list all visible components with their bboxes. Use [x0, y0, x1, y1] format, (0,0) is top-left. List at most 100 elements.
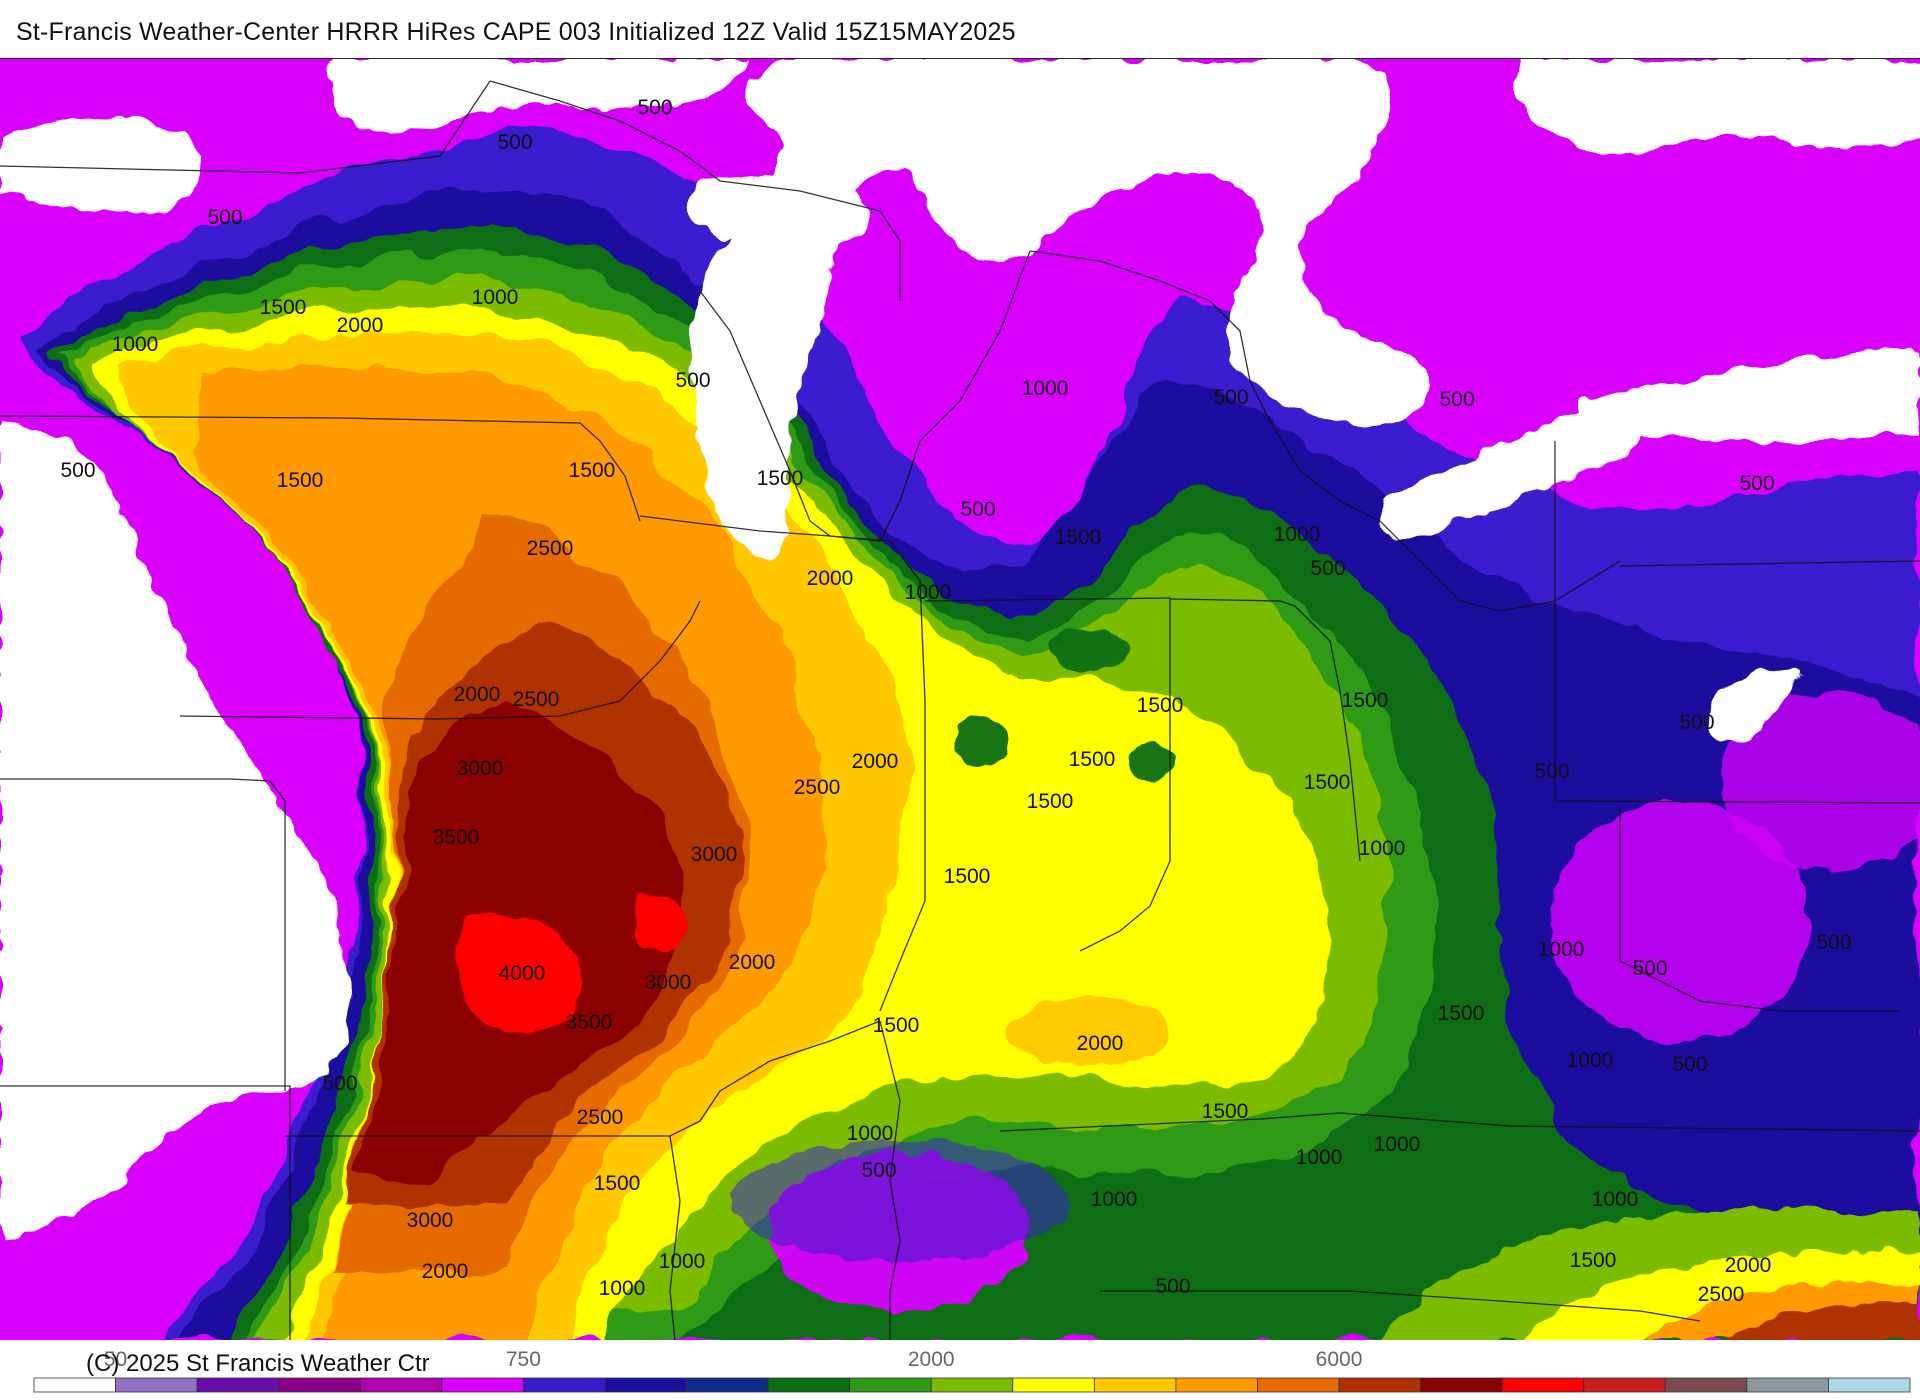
contour-label: 1000 [1091, 1188, 1138, 1211]
contour-label: 500 [1739, 472, 1774, 495]
legend-swatch [686, 1377, 769, 1393]
contour-label: 2000 [852, 750, 899, 773]
contour-label: 500 [1155, 1275, 1190, 1298]
title-bar: St-Francis Weather-Center HRRR HiRes CAP… [0, 0, 1920, 58]
legend-colorbar: 50 750 2000 6000 [33, 1348, 1911, 1393]
legend-swatch [1338, 1377, 1422, 1393]
contour-label: 2000 [337, 314, 384, 337]
contour-label: 500 [60, 459, 95, 482]
contour-label: 500 [1213, 386, 1248, 409]
contour-label: 2500 [527, 537, 574, 560]
contour-labels: 500 500 500 1500 2000 1000 1000 500 500 1500 1500 1… [60, 96, 1851, 1306]
zero-cape-west2 [0, 59, 201, 216]
legend-swatch [1583, 1377, 1666, 1393]
contour-label: 500 [637, 96, 672, 119]
cape-band-4000 [457, 913, 585, 1032]
cape-pocket-ne [1720, 691, 1920, 871]
legend-swatch [196, 1377, 280, 1393]
contour-label: 1000 [1274, 523, 1321, 546]
contour-label: 500 [207, 206, 242, 229]
contour-label: 1000 [1374, 1133, 1421, 1156]
contour-label: 1000 [599, 1277, 646, 1300]
contour-label: 500 [1632, 957, 1667, 980]
zero-cape-superior [691, 176, 871, 247]
contour-label: 3500 [433, 826, 480, 849]
legend-tick-label: 750 [506, 1348, 541, 1371]
legend-swatch [522, 1377, 606, 1393]
legend-swatch [1501, 1377, 1585, 1393]
state-line-2 [0, 415, 641, 522]
contour-label: 1500 [277, 469, 324, 492]
legend-swatch [930, 1377, 1014, 1393]
contour-label: 1000 [659, 1250, 706, 1273]
cape-pocket-orange [1010, 996, 1170, 1066]
contour-label: 1500 [757, 467, 804, 490]
contour-label: 1000 [1022, 377, 1069, 400]
legend-swatch [1828, 1377, 1911, 1393]
contour-label: 1000 [847, 1122, 894, 1145]
cape-band-4000b [633, 895, 690, 953]
state-line-11 [1100, 1290, 1701, 1322]
contour-label: 1000 [1538, 938, 1585, 961]
cape-map: 500 500 500 1500 2000 1000 1000 500 500 1500 1500 1… [0, 59, 1920, 1341]
contour-label: 500 [960, 498, 995, 521]
contour-label: 1000 [1592, 1188, 1639, 1211]
cape-pocket-south-blue [730, 1141, 1070, 1261]
state-line-12 [1619, 560, 1920, 567]
legend-swatch [849, 1377, 932, 1393]
contour-label: 500 [497, 131, 532, 154]
contour-label: 4000 [499, 962, 546, 985]
state-line-14 [1619, 809, 1900, 1012]
cape-pocket-east [1550, 801, 1810, 1041]
contour-label: 3000 [407, 1209, 454, 1232]
contour-label: 1500 [873, 1014, 920, 1037]
contour-label: 1000 [112, 333, 159, 356]
contour-label: 1500 [944, 865, 991, 888]
contour-label: 1500 [1570, 1249, 1617, 1272]
contour-label: 2000 [1725, 1254, 1772, 1277]
legend-swatch [359, 1377, 443, 1393]
contour-label: 500 [675, 369, 710, 392]
state-line-16 [669, 1135, 681, 1341]
contour-label: 500 [322, 1072, 357, 1095]
contour-label: 1500 [1027, 790, 1074, 813]
legend-swatch [1420, 1377, 1503, 1393]
legend-swatch [33, 1377, 116, 1393]
contour-label: 2500 [577, 1106, 624, 1129]
cape-pocket-green3 [1126, 741, 1174, 781]
zero-cape-north [328, 59, 750, 134]
legend-swatch [441, 1377, 524, 1393]
state-line-4 [0, 778, 286, 1091]
contour-label: 1000 [1296, 1146, 1343, 1169]
legend-swatch [1093, 1377, 1177, 1393]
boundaries [0, 80, 1920, 1341]
state-line-6 [285, 1020, 881, 1137]
state-line-8 [924, 597, 1171, 952]
coastline-east [1339, 500, 1621, 612]
contour-label: 2500 [1698, 1283, 1745, 1306]
cape-se-3000 [1720, 1303, 1920, 1341]
legend-swatch [1175, 1377, 1258, 1393]
zero-cape-lakes [691, 59, 1431, 557]
contour-label: 500 [1310, 557, 1345, 580]
legend-swatches [33, 1377, 1911, 1393]
state-line-1 [0, 80, 491, 174]
contour-label: 1000 [1359, 837, 1406, 860]
contour-label: 1000 [1567, 1049, 1614, 1072]
contour-label: 3000 [457, 757, 504, 780]
contour-label: 2500 [794, 776, 841, 799]
state-line-13 [1554, 441, 1920, 804]
coastline-lakes [699, 250, 1031, 542]
contour-label: 500 [1679, 711, 1714, 734]
zero-cape-east-strip [1712, 667, 1800, 743]
contour-label: 1500 [1304, 771, 1351, 794]
coastline-north [489, 80, 901, 301]
contour-label: 1500 [1342, 689, 1389, 712]
cape-shading [0, 59, 1920, 1341]
zero-cape-erie [1377, 402, 1650, 540]
zero-cape-ne [1516, 59, 1920, 155]
legend-swatch [1746, 1377, 1829, 1393]
state-line-3 [179, 600, 701, 720]
contour-label: 1500 [569, 459, 616, 482]
contour-label: 500 [861, 1159, 896, 1182]
